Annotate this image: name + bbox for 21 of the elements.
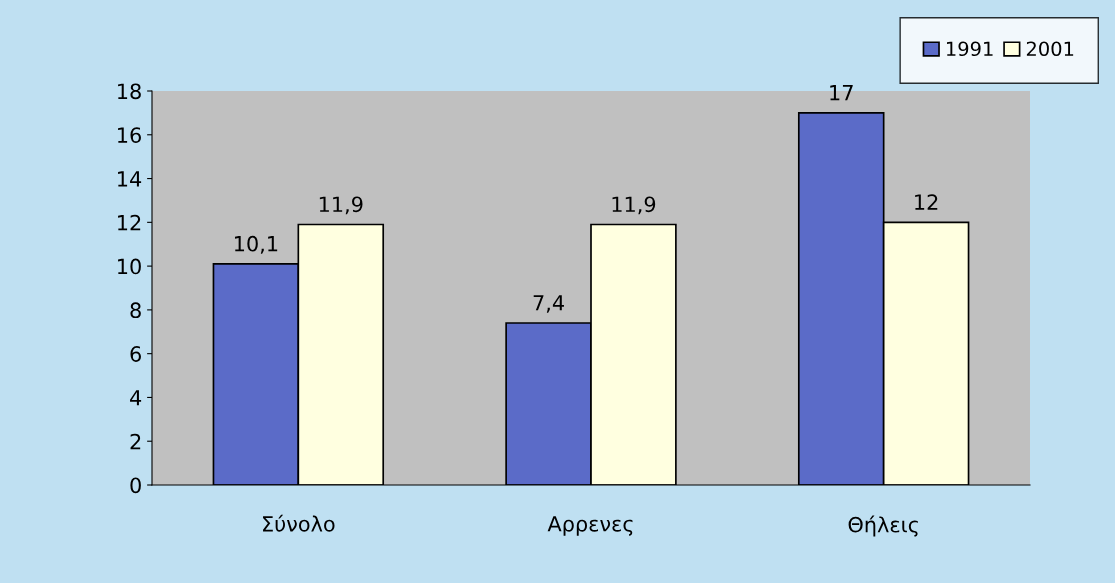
data-label: 7,4 (533, 295, 564, 313)
legend-label: 1991 (947, 41, 993, 57)
y-tick-label: 14 (118, 171, 142, 187)
x-tick-label: Αρρενες (547, 516, 633, 536)
data-label: 10,1 (234, 235, 278, 254)
data-label: 11,9 (612, 196, 656, 215)
y-tick-label: 6 (130, 346, 141, 362)
y-tick-label: 12 (118, 214, 141, 231)
y-tick-label: 10 (118, 258, 141, 275)
y-tick-label: 4 (130, 390, 142, 406)
y-tick-label: 16 (118, 127, 141, 143)
y-tick-label: 0 (130, 477, 141, 494)
x-tick-label: Σύνολο (263, 514, 335, 532)
data-label: 17 (830, 85, 853, 101)
data-label: 12 (915, 194, 938, 210)
data-label: 11,9 (319, 196, 363, 215)
y-tick-label: 2 (130, 433, 141, 450)
y-tick-label: 18 (118, 83, 141, 100)
y-tick-label: 8 (130, 302, 141, 319)
legend-label: 2001 (1026, 41, 1074, 57)
x-tick-label: Θήλεις (848, 515, 918, 537)
